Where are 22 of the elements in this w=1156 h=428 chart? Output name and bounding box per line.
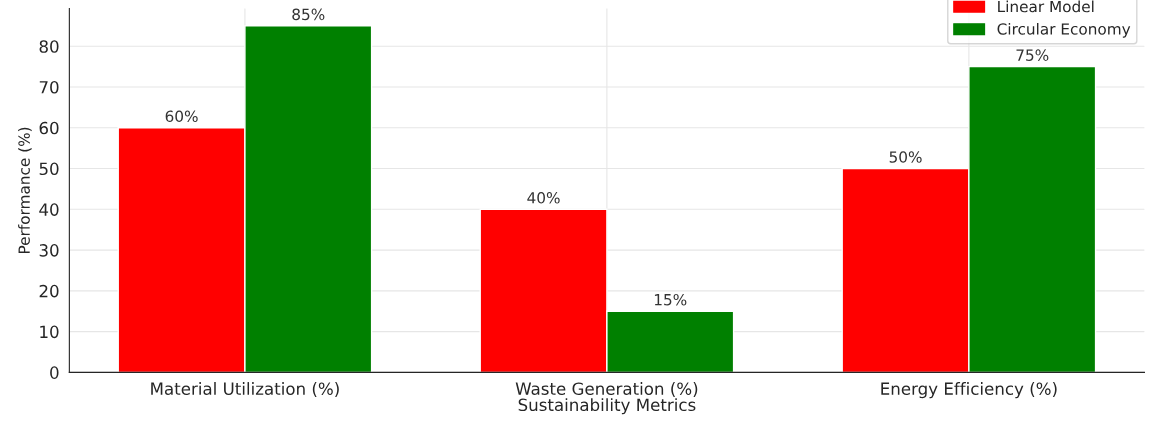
data-label: 75%: [1016, 49, 1049, 61]
y-tick-label: 20: [39, 284, 59, 298]
data-label: 40%: [527, 192, 560, 204]
y-tick-label: 80: [39, 40, 59, 53]
x-tick-label: Material Utilization (%): [151, 382, 339, 397]
y-tick-label: 70: [39, 80, 59, 94]
y-tick-label: 30: [39, 244, 59, 257]
data-label: 85%: [292, 8, 325, 21]
x-axis-title: Sustainability Metrics: [518, 398, 696, 415]
y-tick-label: 60: [39, 121, 59, 135]
data-label: 60%: [165, 110, 198, 123]
data-label: 15%: [654, 293, 687, 306]
y-tick-label: 0: [50, 366, 59, 379]
y-axis-title: Performance (%): [18, 127, 32, 254]
x-tick-label: Waste Generation (%): [515, 382, 698, 397]
y-tick-label: 40: [39, 203, 59, 216]
data-label: 50%: [889, 151, 922, 163]
x-tick-label: Energy Efficiency (%): [881, 382, 1057, 399]
legend-label: Circular Economy: [997, 22, 1131, 38]
y-tick-label: 50: [39, 162, 59, 176]
legend-label: Linear Model: [998, 0, 1094, 13]
y-tick-label: 10: [40, 325, 59, 339]
